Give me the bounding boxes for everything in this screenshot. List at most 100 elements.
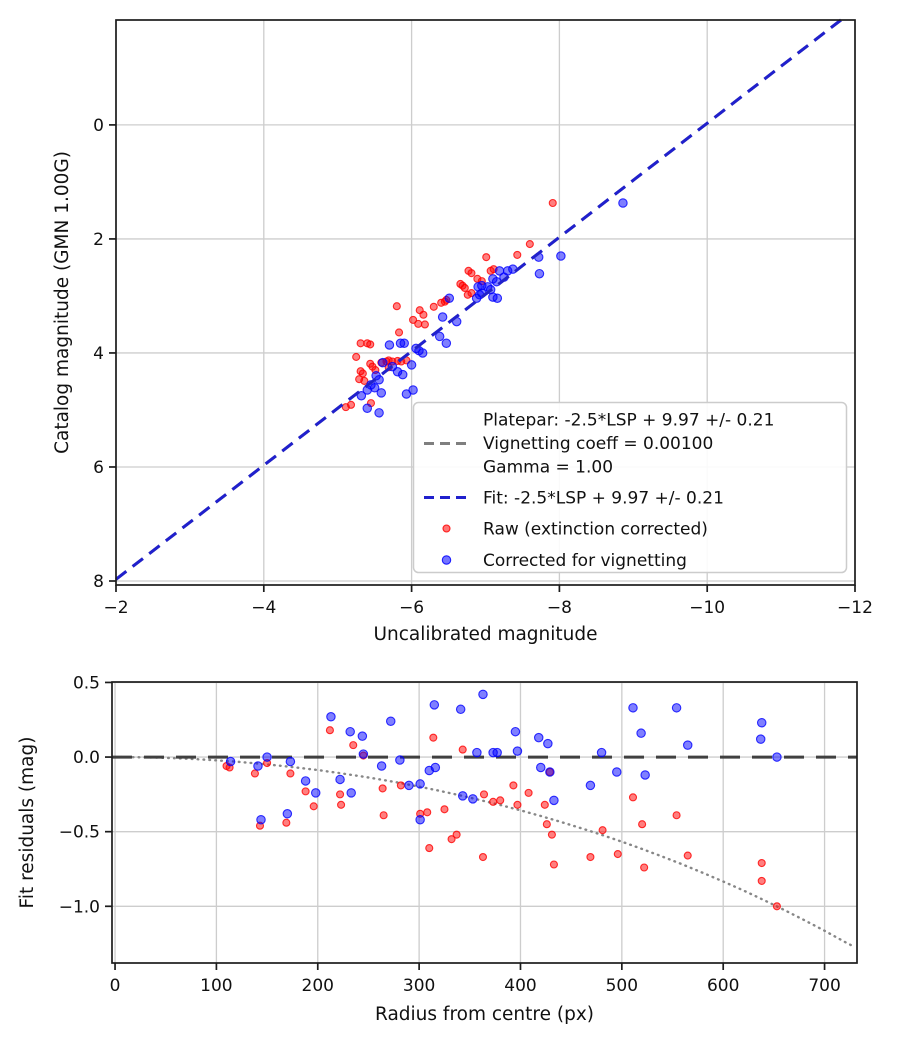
top-yaxis-label: Catalog magnitude (GMN 1.00G) <box>52 151 73 454</box>
legend-box <box>412 401 848 574</box>
scatter-point-corrected <box>395 755 405 765</box>
bottom-xaxis-label: Radius from centre (px) <box>375 1004 594 1025</box>
scatter-point-corrected <box>385 716 396 726</box>
scatter-point-raw <box>509 781 518 790</box>
y-tick-label: 4 <box>93 344 104 364</box>
scatter-point-raw <box>524 788 533 797</box>
scatter-point-corrected <box>362 403 373 414</box>
y-tick-label: 8 <box>93 572 104 592</box>
scatter-point-raw <box>489 797 498 806</box>
y-tick-label: 0.0 <box>73 748 100 768</box>
scatter-point-raw <box>447 835 456 844</box>
scatter-point-corrected <box>376 388 387 398</box>
scatter-point-corrected <box>417 348 428 358</box>
scatter-point-raw <box>463 290 472 299</box>
scatter-point-raw <box>549 860 558 869</box>
scatter-point-raw <box>628 793 638 802</box>
scatter-point-corrected <box>478 689 488 700</box>
scatter-point-corrected <box>404 780 414 791</box>
scatter-point-raw <box>325 726 334 735</box>
scatter-point-corrected <box>640 770 650 780</box>
x-tick-label: −2 <box>103 598 128 618</box>
y-tick-label: 0 <box>93 116 104 136</box>
legend-handle-dot <box>442 524 451 533</box>
scatter-point-raw <box>358 369 367 378</box>
scatter-point-corrected <box>300 776 311 786</box>
scatter-point-corrected <box>471 293 482 303</box>
scatter-point-raw <box>486 266 495 275</box>
scatter-point-raw <box>757 858 766 868</box>
scatter-point-raw <box>548 198 557 208</box>
x-tick-label: 200 <box>302 976 334 996</box>
scatter-point-corrected <box>376 761 387 771</box>
x-tick-label: 400 <box>504 976 536 996</box>
scatter-point-corrected <box>596 747 607 758</box>
scatter-point-raw <box>547 830 556 839</box>
scatter-point-corrected <box>492 293 503 303</box>
scatter-point-corrected <box>612 767 622 777</box>
scatter-point-raw <box>542 820 551 829</box>
scatter-point-raw <box>482 253 491 262</box>
scatter-point-corrected <box>335 774 345 785</box>
x-tick-label: −6 <box>399 598 424 618</box>
scatter-point-raw <box>425 844 434 853</box>
scatter-point-corrected <box>457 791 468 801</box>
scatter-point-corrected <box>536 762 546 773</box>
scatter-point-corrected <box>356 390 367 401</box>
scatter-point-corrected <box>455 704 466 715</box>
scatter-point-raw <box>460 283 469 293</box>
scatter-point-raw <box>366 340 375 349</box>
scatter-point-corrected <box>434 331 445 342</box>
scatter-point-raw <box>394 328 404 337</box>
scatter-point-raw <box>586 852 595 862</box>
scatter-point-corrected <box>628 703 638 713</box>
scatter-point-corrected <box>772 752 782 762</box>
legend-label: Corrected for vignetting <box>483 551 687 571</box>
scatter-point-raw <box>638 820 647 829</box>
legend-label: Platepar: -2.5*LSP + 9.97 +/- 0.21 <box>483 411 774 431</box>
scatter-point-raw <box>452 830 461 839</box>
legend: Platepar: -2.5*LSP + 9.97 +/- 0.21 Vignet… <box>412 401 848 574</box>
scatter-point-corrected <box>618 198 628 208</box>
scatter-point-corrected <box>585 780 596 791</box>
scatter-point-raw <box>440 805 449 814</box>
legend-label: Gamma = 1.00 <box>483 458 613 478</box>
scatter-point-corrected <box>282 809 293 819</box>
scatter-point-raw <box>379 811 388 820</box>
scatter-point-corrected <box>441 338 452 349</box>
scatter-point-raw <box>513 250 522 259</box>
legend-label: Fit: -2.5*LSP + 9.97 +/- 0.21 <box>483 489 724 509</box>
scatter-point-corrected <box>262 752 272 762</box>
x-tick-label: −8 <box>547 598 572 618</box>
scatter-point-corrected <box>636 728 646 738</box>
scatter-point-corrected <box>346 788 356 798</box>
bottom-yaxis-label: Fit residuals (mag) <box>17 737 38 909</box>
x-tick-label: 300 <box>403 976 435 996</box>
scatter-point-corrected <box>374 408 384 418</box>
scatter-point-raw <box>282 818 291 827</box>
scatter-point-corrected <box>468 794 478 804</box>
x-tick-label: −4 <box>251 598 276 618</box>
fit-line <box>115 18 842 581</box>
scatter-point-raw <box>429 302 438 311</box>
scatter-point-raw <box>772 902 781 911</box>
scatter-point-raw <box>525 240 534 249</box>
scatter-point-raw <box>598 826 607 835</box>
x-tick-label: 700 <box>808 976 840 996</box>
scatter-point-corrected <box>543 738 553 749</box>
scatter-point-corrected <box>415 814 425 825</box>
scatter-point-raw <box>286 769 295 778</box>
scatter-point-corrected <box>437 312 448 322</box>
scatter-point-corrected <box>429 700 440 710</box>
scatter-point-corrected <box>397 369 408 380</box>
scatter-point-raw <box>640 863 649 872</box>
scatter-point-corrected <box>510 726 521 737</box>
scatter-point-corrected <box>345 726 355 737</box>
scatter-point-raw <box>396 781 405 790</box>
scatter-point-raw <box>757 876 766 885</box>
scatter-point-raw <box>250 769 259 778</box>
scatter-point-raw <box>496 796 505 805</box>
scatter-point-corrected <box>756 717 767 728</box>
scatter-point-raw <box>429 733 438 742</box>
